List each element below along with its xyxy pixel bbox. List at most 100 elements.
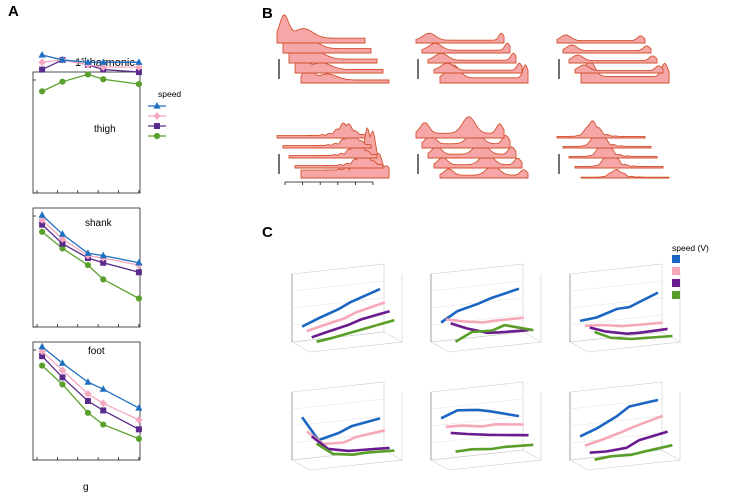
- panel-label-c: C: [262, 224, 273, 241]
- grid-line: [291, 398, 385, 410]
- grid-line: [430, 280, 524, 292]
- grid-line: [430, 398, 524, 410]
- envelope-trace: [415, 32, 505, 44]
- grid-line: [430, 314, 524, 326]
- series-marker-0: [38, 342, 46, 350]
- series-marker-1: [58, 235, 67, 243]
- series-marker-2: [59, 374, 66, 381]
- envelope-trace: [574, 64, 664, 74]
- series-marker-0: [38, 51, 46, 58]
- envelope-trace: [580, 168, 670, 179]
- speed-line-3: [316, 318, 395, 343]
- speed-line-0: [301, 416, 381, 442]
- series-marker-0: [38, 211, 46, 218]
- panel-label-b: B: [262, 5, 273, 22]
- envelope-trace: [427, 140, 517, 159]
- series-marker-1: [38, 58, 46, 67]
- speed-line-2: [589, 326, 668, 336]
- series-marker-3: [84, 262, 92, 269]
- envelope-trace: [433, 62, 523, 74]
- 3d-panel-VL: [430, 263, 542, 353]
- panel-a-thigh-plot: [32, 51, 143, 194]
- grid-line: [430, 415, 524, 427]
- speed-line-0: [440, 408, 520, 420]
- legend-marker-3: [153, 132, 161, 140]
- series-line-1: [41, 350, 140, 421]
- floor: [430, 449, 542, 471]
- speed-line-1: [584, 414, 664, 447]
- axes-box: [32, 71, 141, 194]
- panel-a-legend-title: speed: [158, 89, 181, 99]
- panel-c-legend-title: speed (V): [672, 243, 709, 253]
- panel-b-envelopes: [276, 14, 670, 185]
- envelope-trace: [556, 34, 646, 44]
- series-marker-3: [38, 228, 46, 235]
- envelope-trace: [580, 60, 670, 84]
- series-marker-3: [84, 71, 92, 78]
- series-marker-1: [135, 416, 143, 424]
- series-marker-0: [58, 359, 67, 366]
- series-marker-0: [84, 249, 92, 256]
- speed-line-2: [450, 431, 529, 437]
- series-marker-2: [135, 269, 142, 276]
- series-line-3: [41, 73, 139, 92]
- series-marker-0: [99, 251, 107, 259]
- floor: [569, 331, 681, 353]
- grid-line: [291, 297, 385, 309]
- series-marker-2: [100, 407, 107, 414]
- series-marker-2: [39, 353, 46, 360]
- envelope-trace: [439, 64, 529, 84]
- series-marker-0: [99, 58, 107, 65]
- series-marker-3: [84, 409, 92, 416]
- panel-a-subplot-foot: foot: [88, 346, 105, 357]
- speed-line-0: [579, 398, 659, 438]
- grid-line: [569, 314, 663, 326]
- envelope-panel-RF: [556, 34, 670, 84]
- series-marker-3: [59, 245, 66, 252]
- series-marker-1: [38, 216, 46, 224]
- speed-line-3: [455, 443, 534, 453]
- floor: [291, 449, 403, 471]
- envelope-trace: [415, 116, 505, 139]
- grid-line: [569, 297, 663, 309]
- speed-line-0: [579, 291, 659, 323]
- envelope-trace: [276, 14, 366, 44]
- series-marker-3: [59, 78, 66, 85]
- series-marker-0: [84, 378, 92, 385]
- envelope-trace: [562, 44, 652, 54]
- legend-swatch-3: [672, 291, 680, 299]
- envelope-trace: [556, 120, 646, 139]
- floor: [569, 449, 681, 471]
- envelope-panel-VL: [415, 32, 529, 84]
- speed-line-2: [589, 430, 668, 454]
- series-marker-0: [58, 55, 67, 63]
- series-marker-2: [135, 69, 142, 75]
- series-marker-3: [135, 295, 143, 302]
- series-marker-0: [135, 58, 143, 65]
- series-marker-0: [84, 58, 92, 65]
- series-marker-3: [100, 76, 107, 83]
- grid-line: [569, 415, 663, 427]
- speed-line-0: [301, 287, 381, 328]
- series-marker-3: [59, 381, 66, 388]
- panel-a-subplot-thigh: thigh: [94, 124, 116, 135]
- panel-label-a: A: [8, 3, 19, 20]
- 3d-panel-GM: [291, 263, 403, 353]
- speed-line-3: [315, 442, 395, 457]
- time-axis: [284, 181, 374, 185]
- series-marker-1: [135, 63, 143, 71]
- panel-a-legend: [148, 102, 166, 140]
- panel-c-legend: [672, 255, 680, 299]
- 3d-panel-LG: [569, 381, 681, 471]
- panel-a-title-sup: st: [81, 57, 87, 64]
- 3d-panel-BF: [291, 381, 403, 471]
- series-marker-0: [58, 230, 67, 237]
- envelope-panel-LG: [556, 120, 670, 179]
- series-marker-3: [135, 81, 143, 88]
- speed-line-1: [306, 301, 386, 333]
- series-marker-2: [135, 426, 142, 433]
- envelope-trace: [427, 52, 517, 64]
- series-marker-3: [38, 88, 46, 95]
- envelope-trace: [574, 150, 664, 169]
- series-marker-3: [100, 421, 107, 428]
